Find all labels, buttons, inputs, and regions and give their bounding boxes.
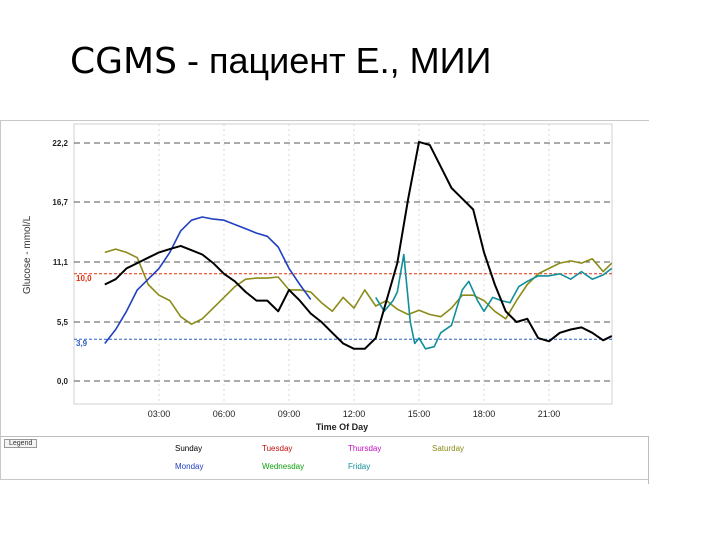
legend-item-thursday: Thursday bbox=[348, 444, 382, 453]
y-tick-label: 22,2 bbox=[52, 139, 68, 148]
x-tick-label: 21:00 bbox=[538, 409, 561, 419]
x-tick-label: 06:00 bbox=[213, 409, 236, 419]
series-line-black-sunday-trace bbox=[104, 140, 613, 350]
title-suffix: - пациент Е., МИИ bbox=[176, 40, 492, 81]
legend-item-saturday: Saturday bbox=[432, 444, 465, 453]
y-tick-label: 0,0 bbox=[57, 377, 69, 386]
series-line-monday bbox=[104, 216, 312, 344]
x-tick-label: 12:00 bbox=[343, 409, 366, 419]
y-tick-label: 11,1 bbox=[53, 258, 69, 267]
reference-line-label: 3,9 bbox=[76, 339, 88, 348]
reference-line-label: 10,0 bbox=[76, 274, 92, 283]
y-tick-label: 5,5 bbox=[57, 318, 69, 327]
legend-box: Legend Sunday Tuesday Thursday Saturday Mond… bbox=[0, 436, 649, 484]
series-line-friday bbox=[375, 253, 613, 350]
legend-item-friday: Friday bbox=[348, 462, 371, 471]
legend-tab[interactable]: Legend bbox=[4, 439, 38, 448]
chart-frame bbox=[0, 120, 649, 480]
series-line-saturday bbox=[104, 248, 613, 326]
legend-item-tuesday: Tuesday bbox=[262, 444, 293, 453]
legend-item-sunday: Sunday bbox=[175, 444, 203, 453]
plot-area bbox=[73, 123, 613, 405]
y-axis-label: Glucose - mmol/L bbox=[22, 215, 33, 294]
x-tick-label: 09:00 bbox=[278, 409, 301, 419]
title-prefix: CGMS bbox=[70, 41, 177, 82]
x-tick-label: 18:00 bbox=[473, 409, 496, 419]
x-axis-label: Time Of Day bbox=[316, 422, 368, 432]
slide-title: CGMS - пациент Е., МИИ bbox=[70, 40, 491, 82]
y-tick-label: 16,7 bbox=[52, 198, 68, 207]
x-tick-label: 15:00 bbox=[408, 409, 431, 419]
x-tick-label: 03:00 bbox=[148, 409, 171, 419]
legend-item-wednesday: Wednesday bbox=[262, 462, 305, 471]
legend-item-monday: Monday bbox=[175, 462, 204, 471]
